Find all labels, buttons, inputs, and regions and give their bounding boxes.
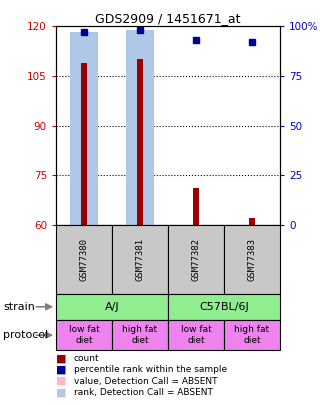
Bar [168,225,224,294]
Text: protocol: protocol [3,330,48,340]
Text: ■: ■ [56,376,67,386]
Bar [224,320,280,350]
Bar [137,60,143,225]
Bar [112,225,168,294]
Text: high fat
diet: high fat diet [123,326,157,345]
Text: high fat
diet: high fat diet [235,326,269,345]
Text: value, Detection Call = ABSENT: value, Detection Call = ABSENT [74,377,217,386]
Bar [56,294,168,320]
Bar [193,188,199,225]
Text: ■: ■ [56,388,67,397]
Bar [224,225,280,294]
Text: low fat
diet: low fat diet [180,326,212,345]
Bar [249,218,255,225]
Text: GSM77380: GSM77380 [79,238,89,281]
Text: ■: ■ [56,354,67,363]
Text: GSM77382: GSM77382 [191,238,201,281]
Bar [81,63,87,225]
Text: ■: ■ [56,365,67,375]
Title: GDS2909 / 1451671_at: GDS2909 / 1451671_at [95,12,241,25]
Text: GSM77381: GSM77381 [135,238,145,281]
Bar [168,294,280,320]
Text: percentile rank within the sample: percentile rank within the sample [74,365,227,374]
Bar [112,320,168,350]
Text: rank, Detection Call = ABSENT: rank, Detection Call = ABSENT [74,388,212,397]
Bar [56,320,112,350]
Bar [70,63,98,225]
Bar [126,60,154,225]
Bar [56,225,112,294]
Text: low fat
diet: low fat diet [68,326,100,345]
Text: A/J: A/J [105,302,119,312]
Bar [168,320,224,350]
Bar [70,32,98,225]
Text: GSM77383: GSM77383 [247,238,257,281]
Text: C57BL/6J: C57BL/6J [199,302,249,312]
Text: count: count [74,354,99,363]
Bar [126,30,154,225]
Text: strain: strain [3,302,35,312]
